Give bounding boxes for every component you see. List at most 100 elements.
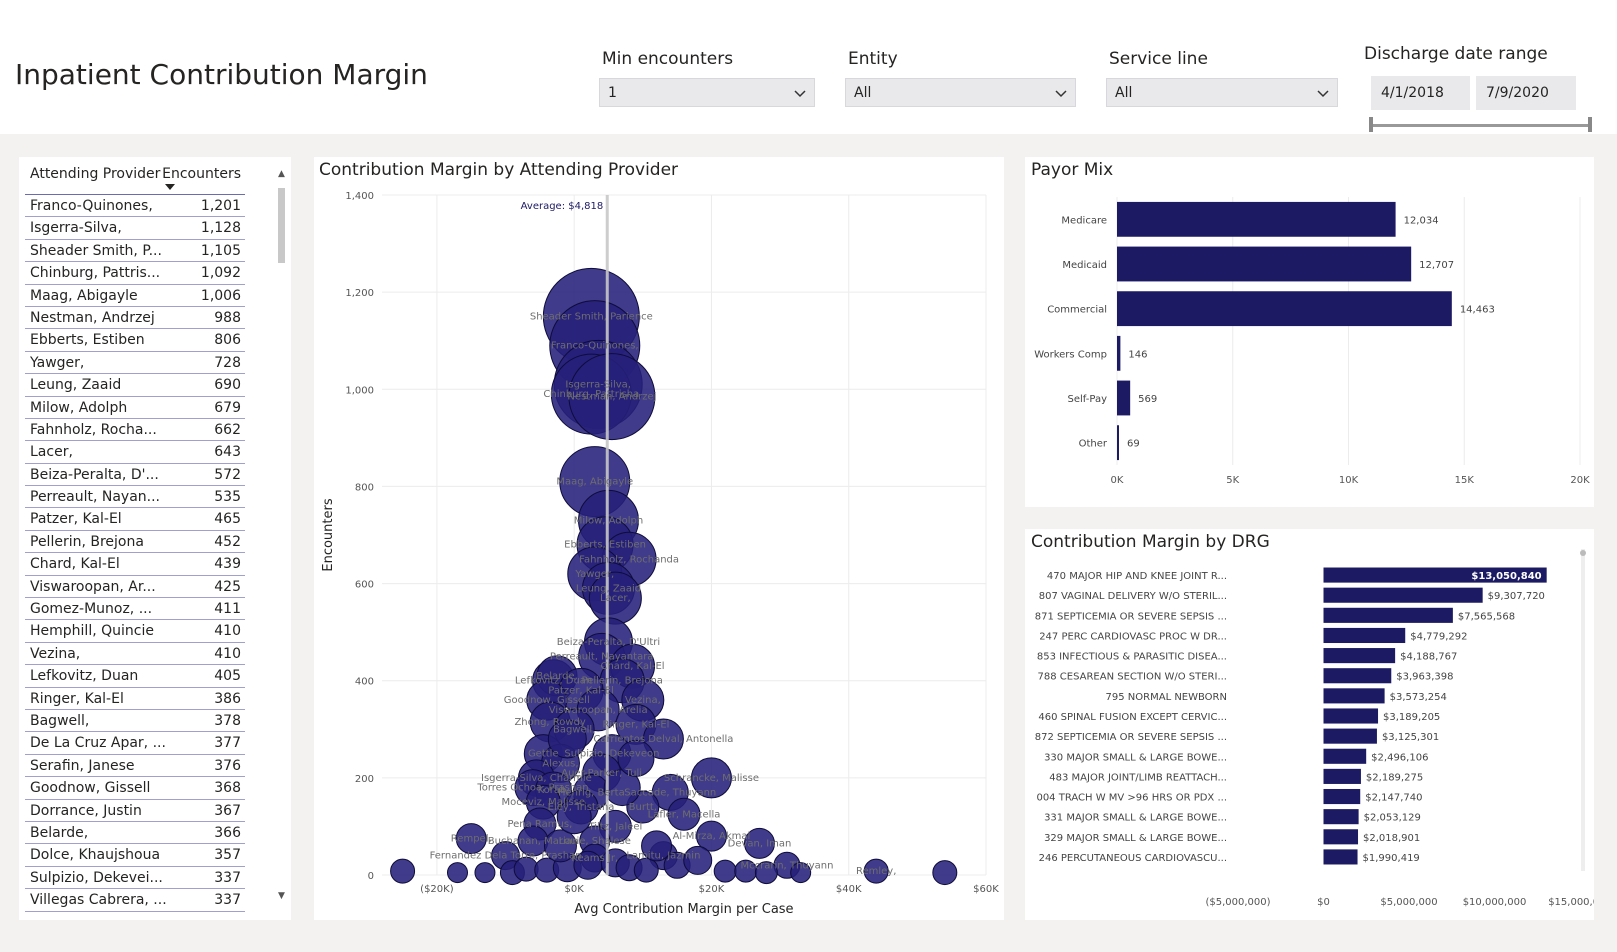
drg-bar[interactable] — [1323, 607, 1453, 623]
scroll-down-icon[interactable]: ▼ — [278, 891, 285, 901]
payor-bar[interactable] — [1117, 291, 1452, 327]
provider-name-cell: Leung, Zaaid — [30, 377, 122, 394]
provider-bubble[interactable] — [790, 862, 812, 884]
data-label: $2,189,275 — [1366, 772, 1423, 783]
payor-bar[interactable] — [1117, 380, 1131, 416]
provider-bubble[interactable] — [863, 858, 889, 884]
date-start-input[interactable]: 4/1/2018 — [1371, 76, 1470, 110]
provider-bubble[interactable] — [556, 799, 592, 835]
drg-bar[interactable] — [1323, 708, 1379, 724]
table-row[interactable]: Serafin, Janese 376 — [25, 755, 245, 778]
encounters-cell: 366 — [214, 824, 241, 841]
table-row[interactable]: Vezina, 410 — [25, 643, 245, 666]
date-range-start-handle[interactable] — [1369, 117, 1373, 132]
table-row[interactable]: Viswaroopan, Ar... 425 — [25, 576, 245, 599]
provider-bubble[interactable] — [447, 862, 468, 884]
provider-bubble[interactable] — [683, 845, 713, 875]
date-range-slider-track[interactable] — [1370, 124, 1590, 127]
provider-bubble[interactable] — [695, 820, 727, 852]
table-row[interactable]: Ringer, Kal-El 386 — [25, 688, 245, 710]
table-row[interactable]: Isgerra-Silva, 1,128 — [25, 217, 245, 240]
provider-bubble[interactable] — [641, 830, 673, 862]
provider-bubble[interactable] — [713, 859, 737, 883]
payor-bar[interactable] — [1117, 335, 1121, 371]
drg-bar[interactable] — [1323, 788, 1361, 805]
provider-table: Attending Provider Encounters Franco-Qui… — [25, 159, 245, 912]
bubble-label: Mccrarin, Thuyann — [740, 860, 833, 871]
drg-bar[interactable] — [1323, 829, 1359, 845]
table-row[interactable]: Perreault, Nayan... 535 — [25, 486, 245, 509]
service-line-dropdown[interactable]: All — [1106, 78, 1338, 107]
drg-card: Contribution Margin by DRG ($5,000,000) $… — [1025, 529, 1594, 920]
drg-scrollbar-track[interactable] — [1581, 549, 1585, 871]
provider-bubble[interactable] — [690, 757, 732, 799]
table-row[interactable]: Hemphill, Quincie 410 — [25, 620, 245, 643]
col-header-provider[interactable]: Attending Provider — [30, 166, 161, 182]
drg-bar[interactable] — [1323, 849, 1358, 865]
drg-bar[interactable] — [1323, 627, 1406, 644]
provider-bubble[interactable] — [455, 823, 487, 855]
provider-bubble[interactable] — [617, 739, 655, 777]
encounters-cell: 1,201 — [200, 198, 241, 214]
provider-bubble[interactable] — [932, 860, 958, 886]
table-row[interactable]: Nestman, Andrzej 988 — [25, 307, 245, 330]
payor-bar[interactable] — [1117, 201, 1396, 237]
drg-bar[interactable] — [1323, 688, 1385, 704]
table-row[interactable]: Dorrance, Justin 367 — [25, 800, 245, 822]
provider-bubble[interactable] — [667, 797, 701, 831]
table-row[interactable]: Chard, Kal-El 439 — [25, 553, 245, 576]
drg-bar[interactable] — [1323, 809, 1359, 825]
provider-bubble[interactable] — [390, 858, 416, 884]
table-row[interactable]: De La Cruz Apar, ... 377 — [25, 732, 245, 755]
table-row[interactable]: Beiza-Peralta, D'... 572 — [25, 464, 245, 487]
table-row[interactable]: Sheader Smith, P... 1,105 — [25, 240, 245, 263]
col-header-encounters[interactable]: Encounters — [162, 166, 241, 182]
provider-bubble[interactable] — [568, 353, 656, 441]
provider-bubble[interactable] — [642, 718, 684, 760]
table-row[interactable]: Dolce, Khaujshoua 357 — [25, 844, 245, 867]
table-row[interactable]: Leung, Zaaid 690 — [25, 374, 245, 397]
table-row[interactable]: Ebberts, Estiben 806 — [25, 329, 245, 352]
date-range-end-handle[interactable] — [1588, 117, 1592, 132]
table-row[interactable]: Maag, Abigayle 1,006 — [25, 285, 245, 307]
table-row[interactable]: Lefkovitz, Duan 405 — [25, 665, 245, 688]
drg-bar[interactable] — [1323, 768, 1361, 784]
category-label: 483 MAJOR JOINT/LIMB REATTACH... — [1049, 772, 1227, 783]
table-row[interactable]: Villegas Cabrera, ... 337 — [25, 889, 245, 912]
table-row[interactable]: Gomez-Munoz, ... 411 — [25, 598, 245, 621]
payor-bar[interactable] — [1117, 246, 1412, 282]
table-row[interactable]: Chinburg, Pattris... 1,092 — [25, 262, 245, 285]
entity-dropdown[interactable]: All — [845, 78, 1076, 107]
drg-bar[interactable] — [1323, 648, 1396, 664]
provider-bubble[interactable] — [633, 857, 659, 883]
provider-bubble[interactable] — [547, 719, 587, 759]
table-row[interactable]: Fahnholz, Rocha... 662 — [25, 419, 245, 442]
table-row[interactable]: Bagwell, 378 — [25, 710, 245, 733]
drg-bar[interactable] — [1323, 668, 1392, 684]
table-row[interactable]: Yawger, 728 — [25, 352, 245, 375]
provider-bubble[interactable] — [744, 827, 775, 859]
drg-bar[interactable] — [1323, 748, 1367, 764]
category-label: 795 NORMAL NEWBORN — [1106, 692, 1227, 703]
table-row[interactable]: Belarde, 366 — [25, 822, 245, 845]
table-scrollbar-thumb[interactable] — [278, 188, 285, 263]
table-row[interactable]: Lacer, 643 — [25, 441, 245, 464]
date-end-input[interactable]: 7/9/2020 — [1476, 76, 1576, 110]
min-encounters-dropdown[interactable]: 1 — [599, 78, 815, 107]
drg-bar[interactable] — [1323, 567, 1547, 583]
provider-bubble[interactable] — [754, 861, 778, 885]
provider-bubble[interactable] — [543, 829, 577, 863]
scroll-up-icon[interactable]: ▲ — [278, 169, 285, 179]
table-row[interactable]: Sulpizio, Dekevei... 337 — [25, 867, 245, 890]
drg-bar[interactable] — [1323, 728, 1377, 744]
table-row[interactable]: Goodnow, Gissell 368 — [25, 777, 245, 800]
provider-bubble[interactable] — [474, 862, 496, 884]
payor-bar[interactable] — [1117, 425, 1119, 461]
data-label: $4,188,767 — [1400, 652, 1457, 663]
table-row[interactable]: Patzer, Kal-El 465 — [25, 508, 245, 531]
table-row[interactable]: Franco-Quinones, 1,201 — [25, 195, 245, 218]
drg-bar[interactable] — [1323, 587, 1483, 603]
table-row[interactable]: Pellerin, Brejona 452 — [25, 531, 245, 554]
table-row[interactable]: Milow, Adolph 679 — [25, 397, 245, 419]
drg-scrollbar-thumb[interactable] — [1580, 550, 1586, 556]
